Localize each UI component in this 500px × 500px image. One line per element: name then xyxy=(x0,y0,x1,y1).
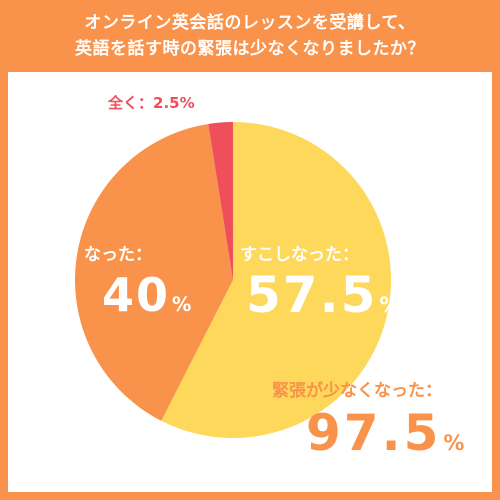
slice-label-sukoshi-value: 57.5% xyxy=(246,266,402,324)
title-line-2: 英語を話す時の緊張は少なくなりましたか？ xyxy=(75,39,425,59)
total-number: 97.5 xyxy=(306,404,442,462)
total-label-value: 97.5% xyxy=(306,404,467,462)
slice-sukoshi-unit: % xyxy=(379,293,403,317)
title-line-1: オンライン英会話のレッスンを受講して、 xyxy=(84,13,416,33)
slice-label-natta-value: 40% xyxy=(102,268,193,322)
slice-natta-number: 40 xyxy=(102,268,171,322)
pie-slice-zenzen xyxy=(208,122,233,280)
slice-natta-unit: % xyxy=(172,293,194,316)
slice-label-zenzen-unit: % xyxy=(179,94,195,112)
slice-label-sukoshi-name: すこしなった： xyxy=(240,245,359,265)
slice-label-natta-name: なった： xyxy=(84,245,152,265)
pie-slice-sukoshi xyxy=(161,122,391,438)
total-unit: % xyxy=(443,431,468,455)
slice-label-zenzen: 全く：2.5% xyxy=(108,92,195,113)
slice-label-zenzen-value: 2.5 xyxy=(153,94,180,112)
slice-sukoshi-number: 57.5 xyxy=(246,266,378,324)
pie-slice-natta xyxy=(75,123,233,421)
total-label-name: 緊張が少なくなった： xyxy=(272,381,442,401)
slice-label-zenzen-name: 全く： xyxy=(108,94,154,112)
chart-title: オンライン英会話のレッスンを受講して、 英語を話す時の緊張は少なくなりましたか？ xyxy=(0,0,500,72)
